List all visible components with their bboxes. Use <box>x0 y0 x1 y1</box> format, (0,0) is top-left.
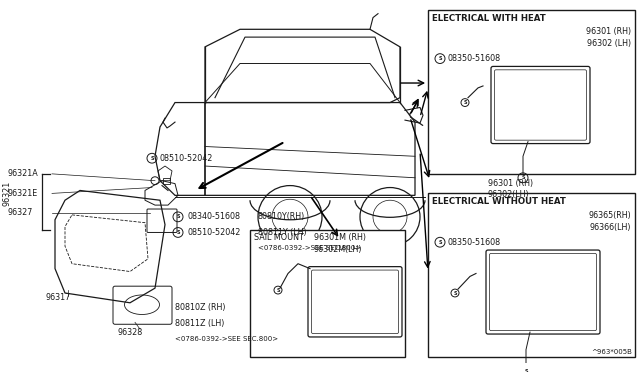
Text: <0786-0392->SEE SEC.800>: <0786-0392->SEE SEC.800> <box>258 245 361 251</box>
Text: S: S <box>521 175 525 180</box>
Text: <0786-0392->SEE SEC.800>: <0786-0392->SEE SEC.800> <box>175 336 278 342</box>
Text: 96317: 96317 <box>45 294 70 302</box>
Text: 96301 (RH): 96301 (RH) <box>488 179 533 188</box>
Text: 96321: 96321 <box>2 181 11 206</box>
Text: 08350-51608: 08350-51608 <box>448 238 501 247</box>
Text: 96301 (RH): 96301 (RH) <box>586 28 631 36</box>
Text: ^963*005B: ^963*005B <box>591 349 632 355</box>
Text: 96365(RH): 96365(RH) <box>588 211 631 220</box>
Text: S: S <box>453 291 457 295</box>
Text: 08350-51608: 08350-51608 <box>448 54 501 63</box>
Text: 08510-52042: 08510-52042 <box>187 228 241 237</box>
Text: 80810Y(RH): 80810Y(RH) <box>258 212 305 221</box>
Text: 08340-51608: 08340-51608 <box>187 212 240 221</box>
Text: S: S <box>176 230 180 235</box>
Text: 80811Z (LH): 80811Z (LH) <box>175 319 225 328</box>
Bar <box>428 193 635 357</box>
Text: S: S <box>463 100 467 105</box>
Text: ELECTRICAL WITHOUT HEAT: ELECTRICAL WITHOUT HEAT <box>432 197 566 206</box>
Text: 96321E: 96321E <box>7 189 37 198</box>
Text: 96301M (RH): 96301M (RH) <box>314 234 366 243</box>
Text: 80811Y (LH): 80811Y (LH) <box>258 228 307 237</box>
Bar <box>250 230 405 356</box>
Text: 96302(LH): 96302(LH) <box>488 190 530 199</box>
Text: 96302M(LH): 96302M(LH) <box>314 245 362 254</box>
Text: S: S <box>150 156 154 161</box>
Text: S: S <box>176 214 180 219</box>
Text: 96328: 96328 <box>118 328 143 337</box>
Text: 08510-52042: 08510-52042 <box>160 154 213 163</box>
Text: 80810Z (RH): 80810Z (RH) <box>175 303 225 312</box>
Text: 96327: 96327 <box>7 208 33 217</box>
Text: S: S <box>438 56 442 61</box>
Text: S: S <box>276 288 280 293</box>
Text: 96321A: 96321A <box>7 169 38 178</box>
Bar <box>428 10 635 174</box>
Text: 96366(LH): 96366(LH) <box>589 223 631 232</box>
Text: 96302 (LH): 96302 (LH) <box>587 39 631 48</box>
Text: S: S <box>524 369 528 372</box>
Text: ELECTRICAL WITH HEAT: ELECTRICAL WITH HEAT <box>432 14 546 23</box>
Text: S: S <box>438 240 442 245</box>
Text: SAIL MOUNT: SAIL MOUNT <box>254 234 304 243</box>
